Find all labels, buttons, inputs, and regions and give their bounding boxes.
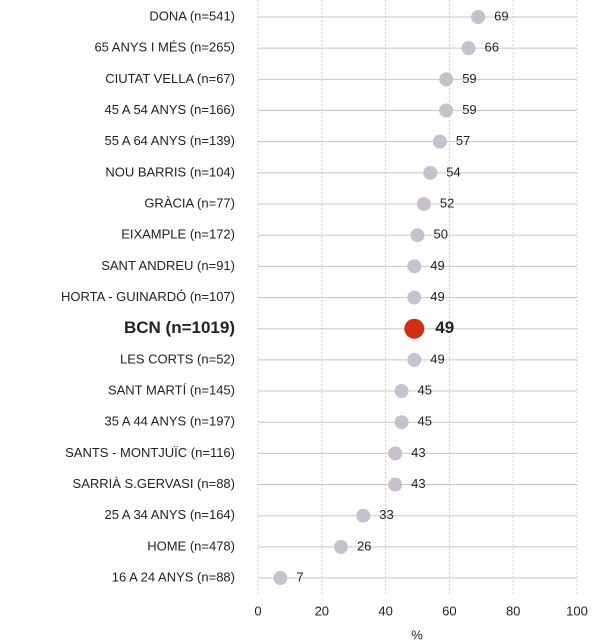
value-label: 43 — [411, 445, 425, 460]
value-label: 26 — [357, 538, 371, 553]
x-tick-label: 100 — [566, 603, 588, 618]
dot — [410, 228, 425, 243]
category-label: 25 A 34 ANYS (n=164) — [105, 507, 235, 522]
value-label: 49 — [430, 289, 444, 304]
category-label: DONA (n=541) — [149, 8, 235, 23]
dot — [407, 259, 422, 274]
value-label: 57 — [456, 133, 470, 148]
dot — [471, 10, 486, 24]
value-label: 49 — [430, 351, 444, 366]
value-label: 52 — [440, 195, 454, 210]
value-label: 49 — [435, 318, 454, 337]
value-label: 49 — [430, 258, 444, 273]
value-label: 54 — [446, 164, 460, 179]
dot — [394, 415, 409, 430]
category-label: SARRIÀ S.GERVASI (n=88) — [73, 476, 235, 491]
value-label: 59 — [462, 102, 476, 117]
category-label: SANT MARTÍ (n=145) — [108, 382, 235, 397]
dot — [439, 72, 454, 87]
category-label: GRÀCIA (n=77) — [144, 195, 235, 210]
dot — [388, 446, 403, 461]
value-label: 45 — [418, 414, 432, 429]
value-label: 59 — [462, 71, 476, 86]
x-tick-label: 20 — [315, 603, 329, 618]
dot — [407, 352, 422, 367]
category-label: LES CORTS (n=52) — [120, 351, 235, 366]
value-label: 45 — [418, 382, 432, 397]
category-label: 65 ANYS I MÉS (n=265) — [94, 40, 235, 55]
category-label: HOME (n=478) — [147, 538, 235, 553]
category-label: 55 A 64 ANYS (n=139) — [105, 133, 235, 148]
dot — [356, 508, 371, 523]
category-label: 16 A 24 ANYS (n=88) — [112, 569, 235, 584]
category-label: HORTA - GUINARDÓ (n=107) — [61, 289, 235, 304]
value-label: 69 — [494, 8, 508, 23]
dot — [273, 571, 288, 586]
category-label: CIUTAT VELLA (n=67) — [105, 71, 235, 86]
category-label: 45 A 54 ANYS (n=166) — [105, 102, 235, 117]
category-label: EIXAMPLE (n=172) — [121, 227, 235, 242]
value-label: 66 — [485, 40, 499, 55]
value-label: 7 — [296, 569, 303, 584]
dot — [394, 384, 409, 399]
x-tick-label: 0 — [254, 603, 261, 618]
dot — [333, 539, 348, 554]
dot — [404, 318, 425, 339]
dot — [388, 477, 403, 492]
dot — [461, 41, 476, 56]
x-tick-label: 40 — [378, 603, 392, 618]
dot — [416, 197, 431, 212]
category-label: NOU BARRIS (n=104) — [105, 164, 235, 179]
dot — [432, 134, 447, 149]
category-label: 35 A 44 ANYS (n=197) — [105, 414, 235, 429]
dot — [407, 290, 422, 305]
x-tick-label: 80 — [506, 603, 520, 618]
value-label: 33 — [379, 507, 393, 522]
category-label: SANT ANDREU (n=91) — [101, 258, 235, 273]
dot — [439, 103, 454, 118]
x-axis-label: % — [411, 627, 423, 642]
value-label: 43 — [411, 476, 425, 491]
category-label: SANTS - MONTJUÏC (n=116) — [65, 445, 235, 460]
x-tick-label: 60 — [442, 603, 456, 618]
dot — [423, 165, 438, 180]
value-label: 50 — [434, 227, 448, 242]
category-label: BCN (n=1019) — [124, 318, 235, 337]
